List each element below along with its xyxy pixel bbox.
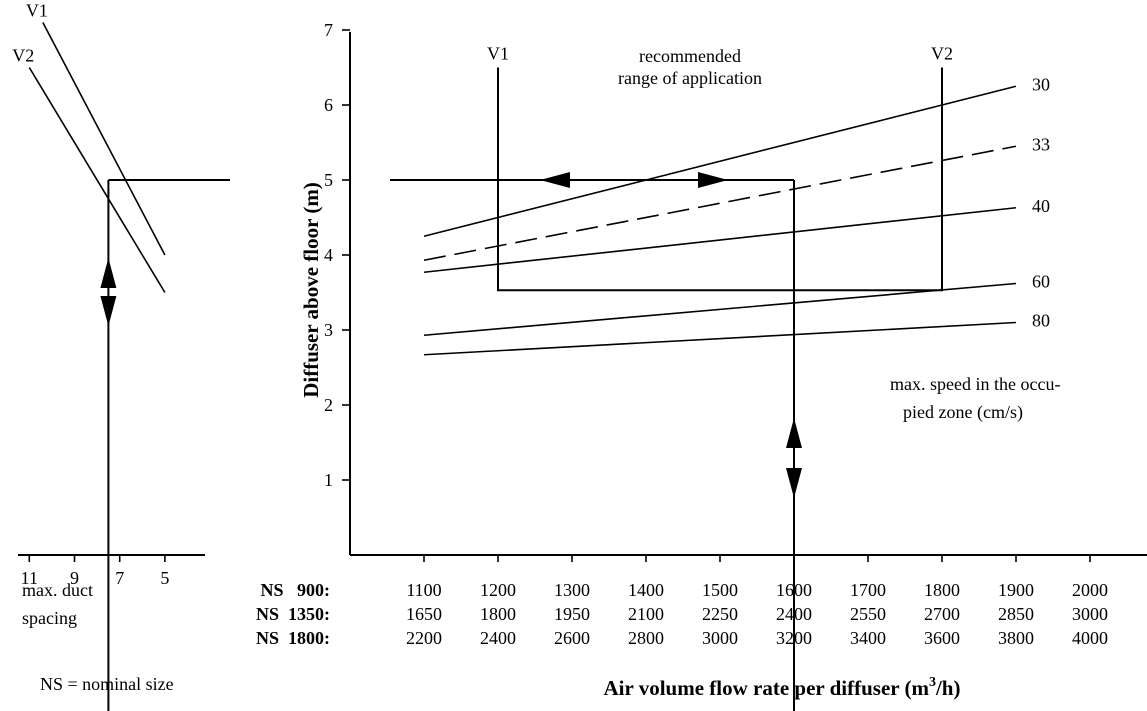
x-tick-label: 1900	[998, 580, 1034, 600]
x-tick-label: 1800	[480, 604, 516, 624]
range-right-label: V2	[931, 44, 953, 64]
spacing-tick-label: 11	[21, 568, 38, 588]
arrow-head-icon	[786, 468, 802, 498]
range-annotation-line1: recommended	[639, 46, 741, 66]
speed-line-label: 33	[1032, 134, 1050, 154]
y-tick-label: 6	[324, 95, 333, 115]
x-tick-label: 1100	[406, 580, 441, 600]
y-tick-label: 2	[324, 395, 333, 415]
arrow-head-icon	[100, 296, 117, 326]
speed-line-60	[423, 282, 1017, 337]
speed-line-label: 30	[1032, 74, 1050, 94]
x-tick-label: 3400	[850, 628, 886, 648]
spacing-tick-label: 7	[115, 568, 124, 588]
spacing-line-label: V2	[12, 46, 34, 66]
speed-line-40	[423, 206, 1017, 274]
spacing-label-line1: max. duct	[22, 580, 93, 600]
arrow-head-icon	[540, 172, 570, 188]
arrow-head-icon	[698, 172, 728, 188]
x-tick-label: 3800	[998, 628, 1034, 648]
x-tick-label: 1500	[702, 580, 738, 600]
x-tick-label: 2600	[554, 628, 590, 648]
x-tick-label: 2100	[628, 604, 664, 624]
ns-row-label: NS 1800:	[256, 628, 330, 648]
speed-line-30	[423, 85, 1017, 238]
x-tick-label: 3000	[702, 628, 738, 648]
x-tick-label: 1200	[480, 580, 516, 600]
speed-line-80	[423, 321, 1017, 356]
speed-line-label: 40	[1032, 196, 1050, 216]
y-tick-label: 7	[324, 20, 333, 40]
x-tick-label: 1950	[554, 604, 590, 624]
y-tick-label: 3	[324, 320, 333, 340]
x-tick-label: 1400	[628, 580, 664, 600]
arrow-head-icon	[786, 418, 802, 448]
x-tick-label: 2850	[998, 604, 1034, 624]
x-tick-label: 2000	[1072, 580, 1108, 600]
x-tick-label: 1600	[776, 580, 812, 600]
speed-line-33	[423, 145, 1017, 262]
x-tick-label: 1700	[850, 580, 886, 600]
speed-line-label: 80	[1032, 311, 1050, 331]
y-tick-label: 1	[324, 470, 333, 490]
speed-note-line1: max. speed in the occu-	[890, 374, 1060, 394]
range-left-label: V1	[487, 44, 509, 64]
speed-note-line2: pied zone (cm/s)	[903, 402, 1023, 423]
x-axis-title: Air volume flow rate per diffuser (m3/h)	[604, 675, 961, 700]
y-tick-label: 5	[324, 170, 333, 190]
x-tick-label: 1800	[924, 580, 960, 600]
x-tick-label: 2200	[406, 628, 442, 648]
y-tick-label: 4	[324, 245, 333, 265]
ns-row-label: NS 900:	[260, 580, 330, 600]
x-tick-label: 3200	[776, 628, 812, 648]
spacing-line-label: V1	[26, 1, 48, 21]
arrow-head-icon	[100, 258, 117, 288]
x-tick-label: 2250	[702, 604, 738, 624]
footnote: NS = nominal size	[40, 674, 174, 694]
x-tick-label: 2400	[776, 604, 812, 624]
spacing-label-line2: spacing	[22, 608, 77, 628]
spacing-tick-label: 9	[70, 568, 79, 588]
spacing-line-V1	[42, 22, 166, 256]
recommended-range-box	[497, 67, 943, 292]
spacing-line-V2	[28, 67, 166, 293]
x-tick-label: 2800	[628, 628, 664, 648]
speed-line-label: 60	[1032, 272, 1050, 292]
x-tick-label: 2400	[480, 628, 516, 648]
x-tick-label: 1650	[406, 604, 442, 624]
x-tick-label: 3000	[1072, 604, 1108, 624]
x-tick-label: 2700	[924, 604, 960, 624]
x-tick-label: 3600	[924, 628, 960, 648]
x-tick-label: 1300	[554, 580, 590, 600]
y-axis-title: Diffuser above floor (m)	[299, 182, 323, 398]
ns-row-label: NS 1350:	[256, 604, 330, 624]
x-tick-label: 2550	[850, 604, 886, 624]
range-annotation-line2: range of application	[618, 68, 762, 88]
x-tick-label: 4000	[1072, 628, 1108, 648]
spacing-tick-label: 5	[160, 568, 169, 588]
